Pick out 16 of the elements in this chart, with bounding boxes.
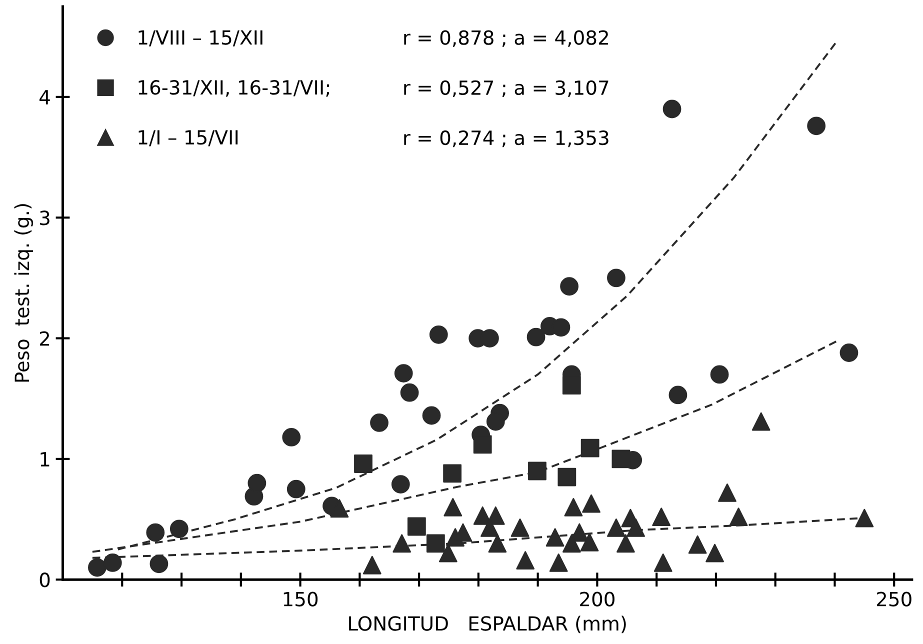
x-tick-label: 150	[284, 592, 318, 606]
x-tick-label: 200	[580, 592, 614, 606]
y-axis-title: Peso test. izq. (g.)	[14, 204, 34, 382]
legend-label: 16-31/XII, 16-31/VII;	[138, 80, 329, 97]
annotation: r = 0,274 ; a = 1,353	[404, 130, 608, 148]
x-axis-title: LONGITUD ESPALDAR (mm)	[349, 616, 626, 634]
y-tick-label: 0	[40, 572, 50, 588]
x-tick-label: 250	[876, 592, 912, 606]
y-tick-label: 3	[40, 210, 50, 226]
legend-label: 1/VIII – 15/XII	[138, 30, 262, 46]
y-tick-label: 2	[40, 331, 50, 346]
annotation: r = 0,527 ; a = 3,107	[404, 80, 608, 98]
y-tick-label: 1	[40, 452, 50, 466]
y-tick-label: 4	[40, 90, 50, 104]
legend-label: 1/I – 15/VII	[138, 130, 238, 146]
annotation: r = 0,878 ; a = 4,082	[404, 30, 608, 47]
